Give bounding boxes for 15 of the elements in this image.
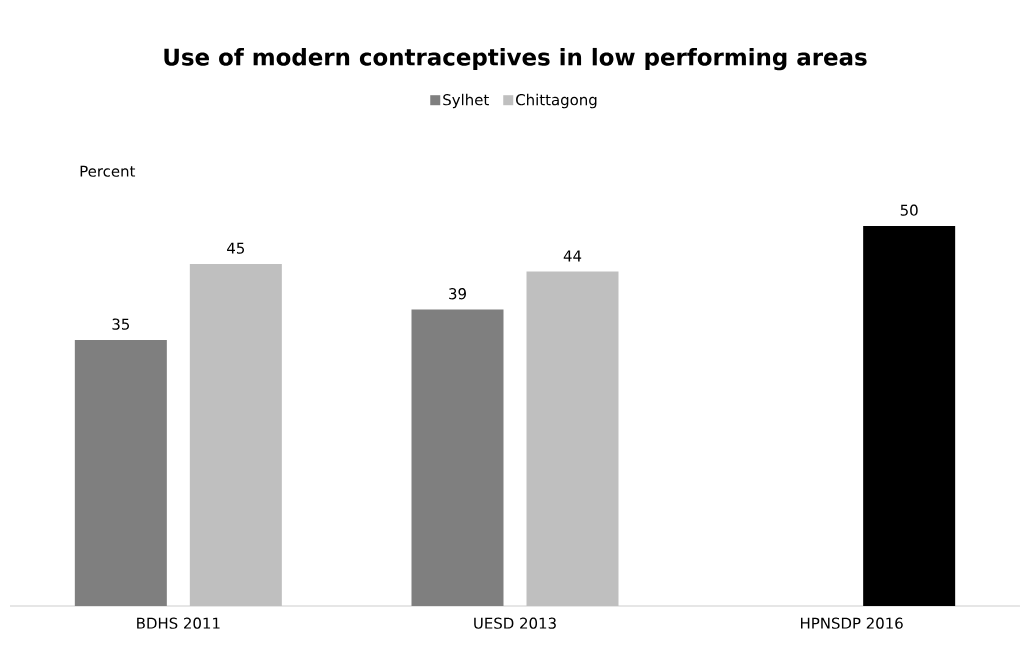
data-label: 35	[112, 318, 130, 330]
legend-label: Chittagong	[516, 93, 597, 109]
chart-title: Use of modern contraceptives in low performing areas	[164, 47, 867, 71]
data-label: 45	[227, 242, 245, 254]
bar	[863, 226, 956, 606]
bar	[189, 264, 282, 606]
bar	[526, 271, 619, 606]
x-tick-label: BDHS 2011	[137, 617, 220, 629]
x-tick-label: HPNSDP 2016	[801, 617, 903, 629]
x-tick-label: UESD 2013	[474, 617, 556, 629]
data-label: 50	[900, 204, 918, 216]
data-label: 44	[563, 250, 582, 262]
legend-label: Sylhet	[443, 93, 489, 109]
data-label: 39	[449, 288, 466, 300]
y-axis-title: Percent	[80, 165, 136, 177]
